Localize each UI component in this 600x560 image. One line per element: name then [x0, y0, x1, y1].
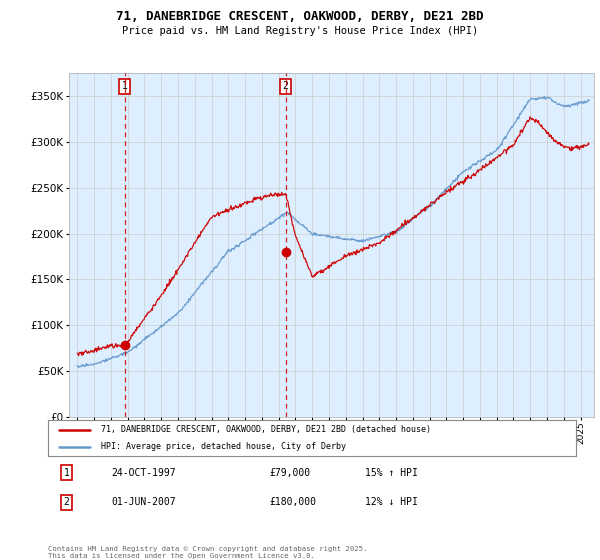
Text: 12% ↓ HPI: 12% ↓ HPI	[365, 497, 418, 507]
Text: 71, DANEBRIDGE CRESCENT, OAKWOOD, DERBY, DE21 2BD (detached house): 71, DANEBRIDGE CRESCENT, OAKWOOD, DERBY,…	[101, 426, 431, 435]
Text: Price paid vs. HM Land Registry's House Price Index (HPI): Price paid vs. HM Land Registry's House …	[122, 26, 478, 36]
Text: Contains HM Land Registry data © Crown copyright and database right 2025.
This d: Contains HM Land Registry data © Crown c…	[48, 546, 367, 559]
Text: 2: 2	[64, 497, 70, 507]
Text: 01-JUN-2007: 01-JUN-2007	[112, 497, 176, 507]
Text: 1: 1	[122, 81, 128, 91]
Text: HPI: Average price, detached house, City of Derby: HPI: Average price, detached house, City…	[101, 442, 346, 451]
Text: 24-OCT-1997: 24-OCT-1997	[112, 468, 176, 478]
Text: 71, DANEBRIDGE CRESCENT, OAKWOOD, DERBY, DE21 2BD: 71, DANEBRIDGE CRESCENT, OAKWOOD, DERBY,…	[116, 10, 484, 23]
Text: 2: 2	[283, 81, 289, 91]
Text: £180,000: £180,000	[270, 497, 317, 507]
Text: £79,000: £79,000	[270, 468, 311, 478]
Text: 1: 1	[64, 468, 70, 478]
Text: 15% ↑ HPI: 15% ↑ HPI	[365, 468, 418, 478]
